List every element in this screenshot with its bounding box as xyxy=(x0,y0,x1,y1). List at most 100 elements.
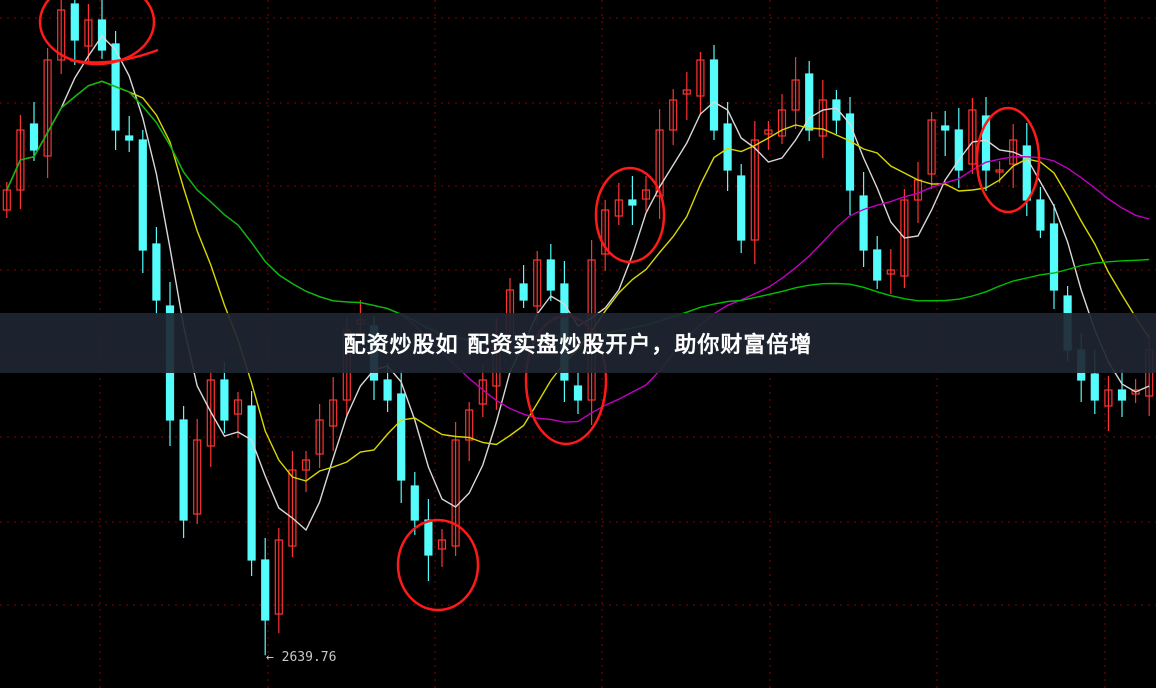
banner-text: 配资炒股如 配资实盘炒股开户，助你财富倍增 xyxy=(343,333,813,358)
candle-body xyxy=(927,119,936,175)
ma5-line xyxy=(6,34,1150,532)
candle xyxy=(261,538,270,656)
candle xyxy=(1104,376,1113,431)
candle xyxy=(247,391,256,576)
candle-body xyxy=(805,73,814,131)
candle-body xyxy=(764,129,773,135)
candle xyxy=(669,89,678,145)
candle xyxy=(832,90,841,134)
candle-body xyxy=(641,189,651,200)
candle-body xyxy=(16,129,25,191)
candle xyxy=(1117,369,1127,417)
candle-body xyxy=(968,109,977,165)
candle-body xyxy=(845,113,855,191)
candle xyxy=(29,102,39,161)
candle-body xyxy=(424,519,433,556)
annotation-circle xyxy=(396,518,480,612)
candle xyxy=(1049,204,1059,309)
candle-body xyxy=(723,123,732,171)
candle xyxy=(845,97,855,215)
candle-body xyxy=(873,249,882,281)
candle-body xyxy=(995,169,1004,173)
candle-body xyxy=(655,129,664,197)
candle xyxy=(573,373,583,414)
candle xyxy=(233,392,243,438)
candle-body xyxy=(1022,145,1031,201)
candle-body xyxy=(179,419,188,521)
candle-body xyxy=(941,125,950,131)
candle xyxy=(764,121,773,150)
candle xyxy=(709,45,719,140)
banner: 配资炒股如 配资实盘炒股开户，助你财富倍增 xyxy=(0,313,1156,373)
candle-body xyxy=(220,379,229,421)
candle xyxy=(193,419,202,524)
candle xyxy=(737,164,746,253)
candle xyxy=(886,249,895,294)
candle-body xyxy=(750,139,759,241)
candle xyxy=(696,52,705,114)
candle xyxy=(614,183,623,225)
candle xyxy=(84,4,93,63)
candle-body xyxy=(451,439,460,547)
candle xyxy=(777,94,787,144)
candle-body xyxy=(329,399,338,427)
candle xyxy=(968,98,977,174)
low-price-label: ← 2639.76 xyxy=(266,650,337,665)
candle xyxy=(43,48,52,178)
candle-body xyxy=(1131,389,1140,395)
candle xyxy=(424,499,433,581)
candle xyxy=(954,108,963,188)
candle-body xyxy=(301,459,311,471)
candle-body xyxy=(138,139,147,251)
candle-body xyxy=(29,123,39,151)
candle xyxy=(410,472,419,535)
candle-body xyxy=(233,399,243,415)
candle-body xyxy=(859,195,868,251)
candle-body xyxy=(274,539,283,615)
candle xyxy=(70,0,79,65)
candle xyxy=(750,121,759,264)
candle-body xyxy=(43,59,52,157)
candle xyxy=(601,200,610,271)
candle xyxy=(1036,187,1045,238)
candle xyxy=(519,265,528,308)
candle-body xyxy=(206,379,215,447)
candle xyxy=(941,111,950,156)
candle-body xyxy=(573,385,583,401)
candle-body xyxy=(669,99,678,131)
candle-body xyxy=(682,89,691,95)
candle xyxy=(397,370,406,503)
annotation-circle xyxy=(38,0,156,66)
candle-body xyxy=(397,393,406,481)
candle-body xyxy=(193,439,202,515)
candle xyxy=(465,402,474,461)
candle xyxy=(206,369,215,467)
candle xyxy=(138,130,147,273)
candle xyxy=(873,236,882,289)
candle xyxy=(628,176,637,225)
candle xyxy=(288,451,297,557)
candle xyxy=(533,251,542,325)
candle-body xyxy=(437,539,447,550)
candle xyxy=(125,116,134,152)
low-price-value: 2639.76 xyxy=(281,650,337,665)
candle-body xyxy=(832,99,841,121)
candle xyxy=(152,227,161,315)
candle xyxy=(805,61,814,141)
candle xyxy=(682,72,691,120)
candle-body xyxy=(57,9,66,61)
candle-body xyxy=(315,419,324,455)
candle xyxy=(220,362,229,433)
candle xyxy=(111,31,120,150)
candle-body xyxy=(519,283,528,301)
candle-body xyxy=(954,129,963,171)
candle-body xyxy=(791,79,800,111)
candle xyxy=(723,102,732,191)
candle-body xyxy=(737,175,746,241)
candle xyxy=(927,112,936,189)
candle-body xyxy=(696,59,705,97)
candle-body xyxy=(125,135,134,141)
annotation-circles xyxy=(38,0,1041,612)
candle xyxy=(655,109,664,219)
candle xyxy=(301,451,311,492)
